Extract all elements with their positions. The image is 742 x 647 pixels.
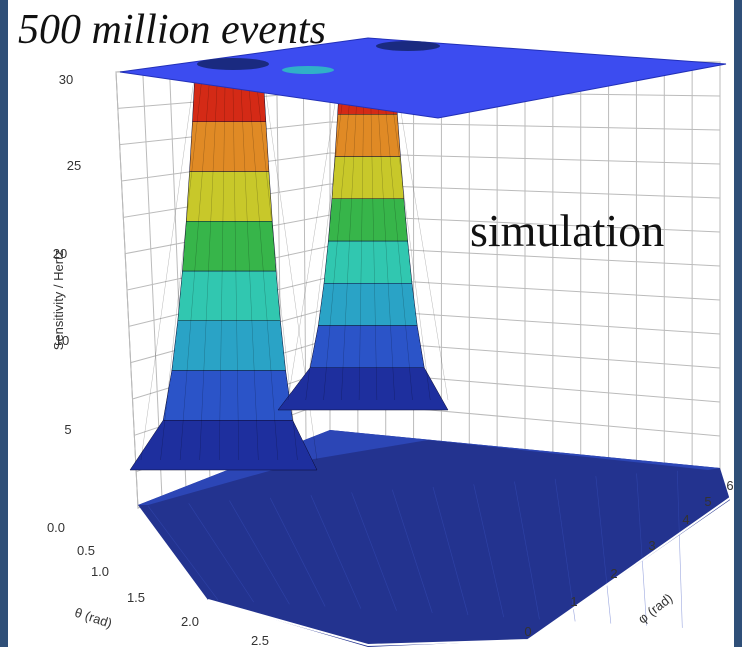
peak-mesh-line bbox=[341, 71, 359, 401]
z-tick-label: 10 bbox=[55, 333, 69, 348]
phi-tick-label: 2 bbox=[610, 566, 617, 581]
peak-mesh-line bbox=[376, 71, 395, 401]
floor-mesh-line bbox=[636, 473, 647, 626]
peak-mesh-line bbox=[160, 71, 203, 461]
floor-mesh-line bbox=[392, 489, 433, 613]
peak-mesh-line bbox=[323, 71, 353, 401]
peak-mesh-line bbox=[247, 71, 279, 461]
top-clipping-plane bbox=[119, 37, 727, 119]
peak-mesh-line bbox=[287, 71, 341, 401]
peak-mesh-line bbox=[370, 71, 378, 401]
floor-mesh-line bbox=[514, 481, 540, 620]
peak-mesh-line bbox=[382, 71, 413, 401]
theta-axis-label: θ (rad) bbox=[73, 605, 114, 631]
theta-tick-label: 0.5 bbox=[77, 543, 95, 558]
chart-frame: 5 10 20 25 30 0.0 Sensitivity / Hertz 0.5 1.0 1.5… bbox=[8, 0, 734, 647]
z-axis-label: Sensitivity / Hertz bbox=[51, 250, 66, 350]
peak-mesh-line bbox=[199, 71, 218, 461]
peak-mesh-line bbox=[140, 71, 196, 461]
phi-tick-label: 1 bbox=[570, 594, 577, 609]
phi-tick-label: 4 bbox=[682, 512, 689, 527]
peak-mesh-line bbox=[240, 71, 259, 461]
simulation-annotation: simulation bbox=[470, 205, 665, 256]
phi-tick-label: 0 bbox=[524, 624, 531, 639]
floor-surface bbox=[138, 430, 730, 647]
floor-mesh-line bbox=[269, 497, 326, 607]
peak-band bbox=[334, 114, 401, 157]
peak-right-cap bbox=[376, 41, 440, 51]
floor-mesh-line bbox=[432, 486, 469, 616]
floor-mesh-line bbox=[351, 492, 397, 611]
peak-band bbox=[323, 240, 413, 284]
peak-band bbox=[129, 420, 318, 471]
peak-band bbox=[189, 121, 270, 172]
top-plane bbox=[119, 37, 727, 119]
peak-mesh-line bbox=[358, 71, 365, 401]
peak-mesh-line bbox=[388, 71, 431, 401]
z-tick-label: 20 bbox=[53, 246, 67, 261]
peak-band bbox=[162, 370, 293, 421]
floor-mesh-line bbox=[595, 476, 612, 624]
peak-mesh-line bbox=[219, 71, 226, 461]
z-tick-label: 30 bbox=[59, 72, 73, 87]
floor-mesh-line bbox=[473, 484, 505, 618]
z-tick-label: 0.0 bbox=[47, 520, 65, 535]
z-tick-label: 25 bbox=[67, 158, 81, 173]
floor-mesh-line bbox=[310, 495, 362, 609]
theta-tick-label: 1.5 bbox=[127, 590, 145, 605]
phi-axis-label: φ (rad) bbox=[635, 590, 675, 626]
floor-mesh-line bbox=[676, 470, 683, 628]
floor-mesh-line bbox=[554, 478, 576, 622]
z-tick-label: 5 bbox=[64, 422, 71, 437]
chart-title: 500 million events bbox=[18, 7, 326, 53]
theta-tick-label: 1.0 bbox=[91, 564, 109, 579]
floor-mesh-line bbox=[188, 503, 254, 603]
peak-band bbox=[177, 270, 281, 321]
floor-front-edge bbox=[207, 497, 731, 647]
peak-mesh-line bbox=[394, 71, 449, 401]
phi-tick-label: 6 bbox=[726, 478, 733, 493]
peak-left-cap bbox=[197, 58, 269, 70]
peak-mesh-line bbox=[305, 71, 347, 401]
peak-mesh-line bbox=[179, 71, 211, 461]
peak-band bbox=[309, 325, 425, 368]
peak-left-cap-inner bbox=[282, 66, 334, 74]
theta-tick-label: 2.5 bbox=[251, 633, 269, 647]
peak-mesh-line bbox=[232, 71, 239, 461]
phi-tick-label: 5 bbox=[704, 494, 711, 509]
floor-mesh-line bbox=[229, 500, 290, 605]
phi-tick-label: 3 bbox=[648, 538, 655, 553]
theta-tick-label: 2.0 bbox=[181, 614, 199, 629]
floor-mesh-line bbox=[147, 505, 219, 601]
